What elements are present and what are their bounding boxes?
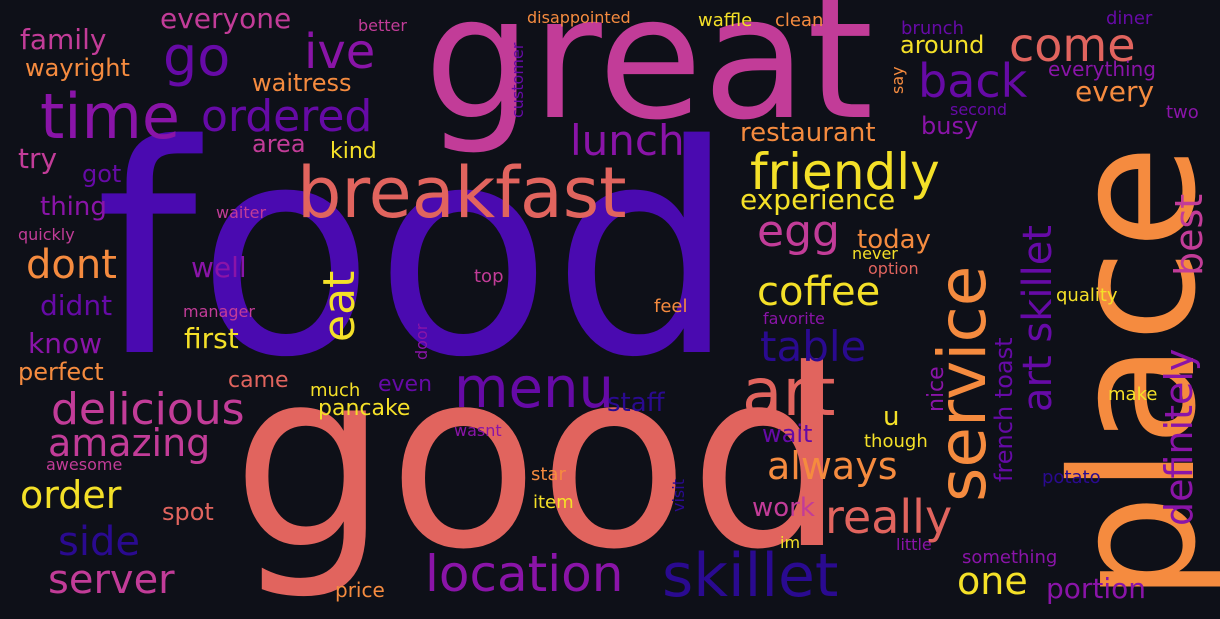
word-perfect: perfect xyxy=(18,358,104,386)
word-pancake: pancake xyxy=(318,396,411,421)
word-area: area xyxy=(252,130,306,158)
word-friendly: friendly xyxy=(750,143,940,201)
word-one: one xyxy=(957,559,1028,603)
word-never: never xyxy=(852,244,898,263)
word-better: better xyxy=(358,16,407,35)
word-kind: kind xyxy=(330,139,377,164)
word-location: location xyxy=(425,545,624,603)
word-say: say xyxy=(888,66,907,94)
word-didnt: didnt xyxy=(40,289,113,322)
word-first: first xyxy=(184,322,239,355)
word-best: best xyxy=(1167,193,1211,276)
word-option: option xyxy=(868,259,919,278)
word-portion: portion xyxy=(1046,572,1147,605)
word-amazing: amazing xyxy=(48,421,211,465)
word-breakfast: breakfast xyxy=(297,152,627,234)
word-star: star xyxy=(531,464,566,485)
word-waiter: waiter xyxy=(216,203,267,222)
word-disappointed: disappointed xyxy=(527,8,631,27)
word-food: food xyxy=(95,84,737,421)
word-u: u xyxy=(883,402,900,432)
word-know: know xyxy=(28,327,102,360)
word-back: back xyxy=(918,54,1028,108)
word-staff: staff xyxy=(607,388,665,418)
word-busy: busy xyxy=(921,112,979,140)
word-dont: dont xyxy=(26,242,117,288)
word-eat: eat xyxy=(314,270,365,342)
word-item: item xyxy=(533,492,574,513)
word-side: side xyxy=(58,519,140,565)
word-visit: visit xyxy=(669,479,688,512)
word-order: order xyxy=(20,473,122,517)
word-make: make xyxy=(1108,384,1158,405)
word-little: little xyxy=(896,535,932,554)
word-something: something xyxy=(962,547,1058,568)
word-spot: spot xyxy=(162,498,214,526)
word-menu: menu xyxy=(454,356,614,421)
word-well: well xyxy=(191,251,247,284)
word-table: table xyxy=(760,322,867,371)
word-potato: potato xyxy=(1042,467,1101,488)
word-time: time xyxy=(40,80,181,153)
word-work: work xyxy=(752,493,815,523)
word-art-skillet: art skillet xyxy=(1015,225,1061,412)
word-two: two xyxy=(1166,102,1199,123)
word-top: top xyxy=(474,266,504,287)
word-nice: nice xyxy=(924,366,949,412)
word-wayright: wayright xyxy=(25,54,130,82)
word-wasnt: wasnt xyxy=(454,421,502,440)
word-brunch: brunch xyxy=(901,18,964,39)
word-price: price xyxy=(335,578,385,602)
word-diner: diner xyxy=(1106,8,1153,29)
word-skillet: skillet xyxy=(662,541,839,611)
word-restaurant: restaurant xyxy=(740,118,876,148)
word-really: really xyxy=(825,490,953,544)
word-ive: ive xyxy=(304,24,376,80)
word-today: today xyxy=(857,225,931,255)
word-art: art xyxy=(742,354,836,431)
word-much: much xyxy=(310,380,361,401)
word-experience: experience xyxy=(740,183,896,216)
word-always: always xyxy=(767,444,898,488)
word-manager: manager xyxy=(183,302,255,321)
word-favorite: favorite xyxy=(763,309,825,328)
word-got: got xyxy=(82,160,122,188)
word-even: even xyxy=(378,372,433,397)
word-door: door xyxy=(412,323,431,360)
word-definitely: definitely xyxy=(1157,348,1201,526)
word-good: good xyxy=(232,318,846,604)
word-around: around xyxy=(900,31,985,59)
word-everyone: everyone xyxy=(160,2,292,35)
word-family: family xyxy=(20,23,107,56)
word-came: came xyxy=(228,368,289,393)
word-everything: everything xyxy=(1048,57,1156,81)
word-awesome: awesome xyxy=(46,455,123,474)
word-quickly: quickly xyxy=(18,225,75,244)
word-waitress: waitress xyxy=(252,69,352,97)
word-delicious: delicious xyxy=(51,384,245,435)
word-customer: customer xyxy=(508,42,527,118)
word-go: go xyxy=(163,25,231,88)
word-server: server xyxy=(48,557,175,603)
word-ordered: ordered xyxy=(201,91,373,142)
word-feel: feel xyxy=(654,296,688,317)
word-great: great xyxy=(424,0,874,158)
word-french-toast: french toast xyxy=(990,337,1018,482)
word-wait: wait xyxy=(762,420,813,448)
word-clean: clean xyxy=(775,10,824,31)
word-try: try xyxy=(18,142,58,175)
word-thing: thing xyxy=(40,192,107,222)
word-though: though xyxy=(864,431,928,452)
word-lunch: lunch xyxy=(570,116,685,165)
word-egg: egg xyxy=(757,206,840,257)
word-quality: quality xyxy=(1056,285,1118,306)
word-waffle: waffle xyxy=(698,10,753,31)
word-im: im xyxy=(780,533,801,552)
word-second: second xyxy=(950,100,1008,119)
word-every: every xyxy=(1075,75,1155,108)
word-come: come xyxy=(1009,18,1136,72)
word-coffee: coffee xyxy=(757,269,881,315)
